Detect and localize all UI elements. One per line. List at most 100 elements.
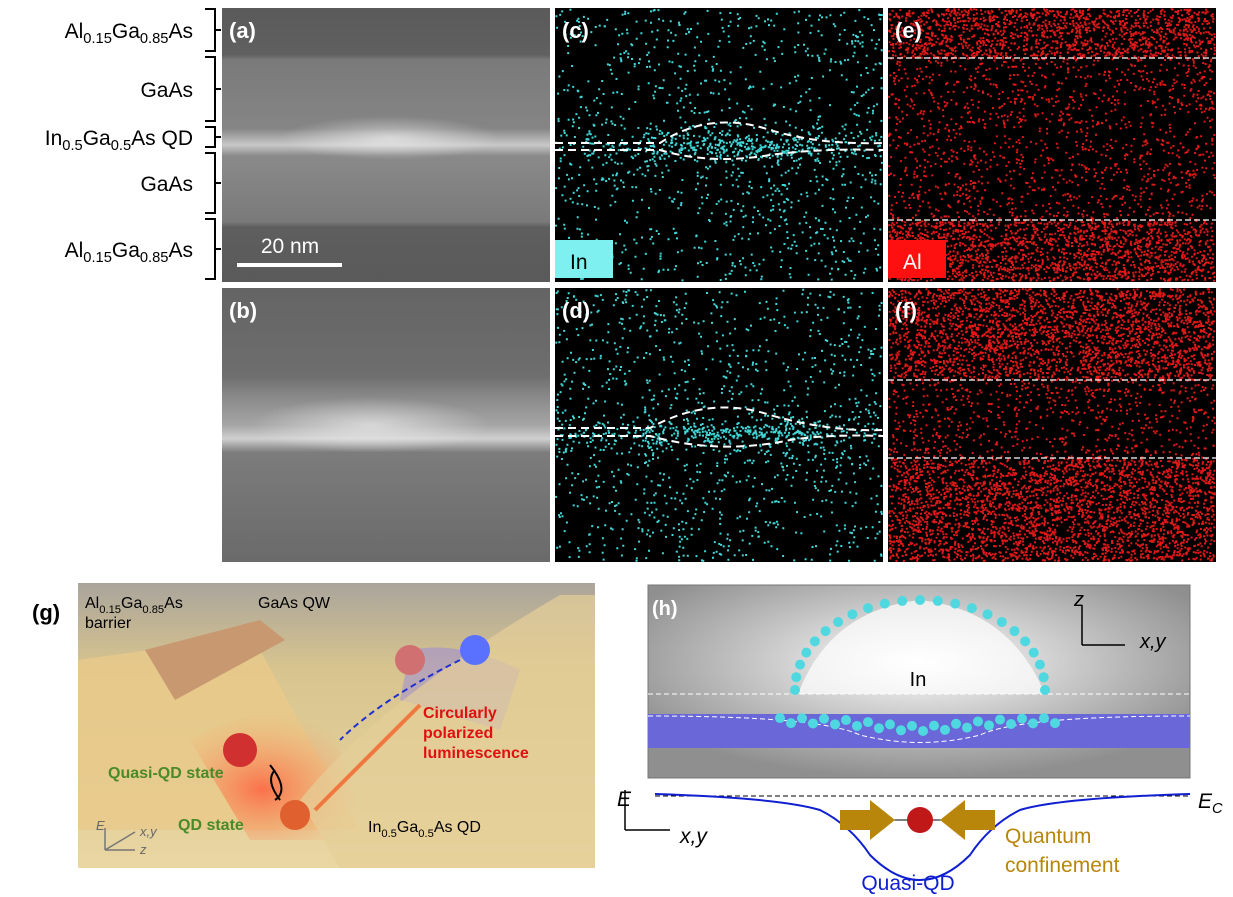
spin: [460, 635, 490, 665]
atom: [995, 715, 1005, 725]
h-label: E: [617, 788, 632, 811]
spin: [223, 733, 257, 767]
atom: [808, 718, 818, 728]
h-label: x,y: [679, 825, 708, 848]
panel-label: (a): [229, 18, 256, 43]
subscript: 0.5: [111, 138, 131, 154]
atom: [790, 685, 800, 695]
h-label: Quasi-QD: [861, 872, 954, 895]
atom: [1020, 636, 1030, 646]
atom: [863, 717, 873, 727]
text-run: Al: [85, 595, 99, 612]
h-label: confinement: [1005, 854, 1120, 877]
atom: [810, 636, 820, 646]
atom: [847, 609, 857, 619]
panel-label: (g): [32, 600, 60, 625]
text-run: Ga: [112, 239, 140, 262]
atom: [819, 714, 829, 724]
atom: [983, 609, 993, 619]
text-run: Ga: [112, 20, 140, 43]
text-run: Ga: [121, 595, 142, 612]
atom: [830, 719, 840, 729]
atom: [786, 718, 796, 728]
g-label: polarized: [423, 725, 493, 742]
atom: [1029, 648, 1039, 658]
spin: [280, 800, 310, 830]
text-run: As: [168, 20, 193, 43]
atom: [973, 716, 983, 726]
qd-contrast: [250, 397, 490, 453]
h-label: In: [910, 669, 927, 691]
text-run: As QD: [434, 819, 481, 836]
layer-label: Al0.15Ga0.85As: [65, 239, 193, 266]
text-run: GaAs: [140, 79, 193, 102]
atom: [967, 603, 977, 613]
atom: [797, 713, 807, 723]
atom: [1009, 626, 1019, 636]
subscript: 0.5: [418, 828, 434, 840]
text-run: Ga: [83, 127, 111, 150]
text-run: In: [45, 127, 63, 150]
h-label: x,y: [1139, 631, 1167, 653]
panel-label: (h): [652, 598, 678, 620]
subscript: 0.85: [142, 604, 164, 616]
subscript: C: [1212, 801, 1223, 817]
map-label: In: [570, 251, 588, 274]
atom: [997, 617, 1007, 627]
atom: [897, 596, 907, 606]
subscript: 0.5: [381, 828, 397, 840]
subscript: 0.15: [83, 31, 112, 47]
text-run: As: [164, 595, 183, 612]
g-axis: E: [96, 818, 105, 833]
atom: [1028, 718, 1038, 728]
figure: 20 nm In Al (a) (b) (c) (d) (e) (f) Al0.…: [0, 0, 1233, 897]
atom: [915, 595, 925, 605]
atom: [933, 596, 943, 606]
atom: [1039, 672, 1049, 682]
atom: [852, 721, 862, 731]
g-label: Circularly: [423, 705, 497, 722]
layer-bracket: [205, 9, 221, 279]
atom: [984, 720, 994, 730]
subscript: 0.85: [140, 31, 169, 47]
atom: [791, 672, 801, 682]
scale-label: 20 nm: [261, 235, 319, 258]
panel-label: (e): [895, 18, 922, 43]
atom: [1006, 719, 1016, 729]
atom: [833, 617, 843, 627]
atom: [863, 603, 873, 613]
text-run: As: [168, 239, 193, 262]
atom: [1035, 660, 1045, 670]
h-label: z: [1073, 589, 1084, 611]
atom: [1040, 685, 1050, 695]
map-label: Al: [903, 251, 922, 274]
atom: [795, 660, 805, 670]
qd-contrast: [280, 116, 500, 160]
text-run: In: [368, 819, 381, 836]
atom: [821, 626, 831, 636]
atom: [801, 648, 811, 658]
h-label: Quantum: [1005, 825, 1091, 848]
panel-label: (c): [562, 18, 589, 43]
atom: [950, 599, 960, 609]
atom: [880, 599, 890, 609]
atom: [907, 721, 917, 731]
atom: [885, 719, 895, 729]
g-label: GaAs QW: [258, 595, 331, 612]
panel-label: (d): [562, 298, 590, 323]
atom: [929, 721, 939, 731]
subscript: 0.85: [140, 250, 169, 266]
layer-label: GaAs: [140, 173, 193, 196]
g-label: QD state: [178, 817, 244, 834]
text-run: Al: [65, 239, 84, 262]
spin: [907, 807, 933, 833]
atom: [874, 723, 884, 733]
subscript: 0.5: [62, 138, 82, 154]
atom: [962, 723, 972, 733]
panel-label: (f): [895, 298, 917, 323]
layer-label: GaAs: [140, 79, 193, 102]
atom: [918, 726, 928, 736]
atom: [1017, 714, 1027, 724]
h-label: EC: [1198, 790, 1223, 817]
atom: [841, 715, 851, 725]
